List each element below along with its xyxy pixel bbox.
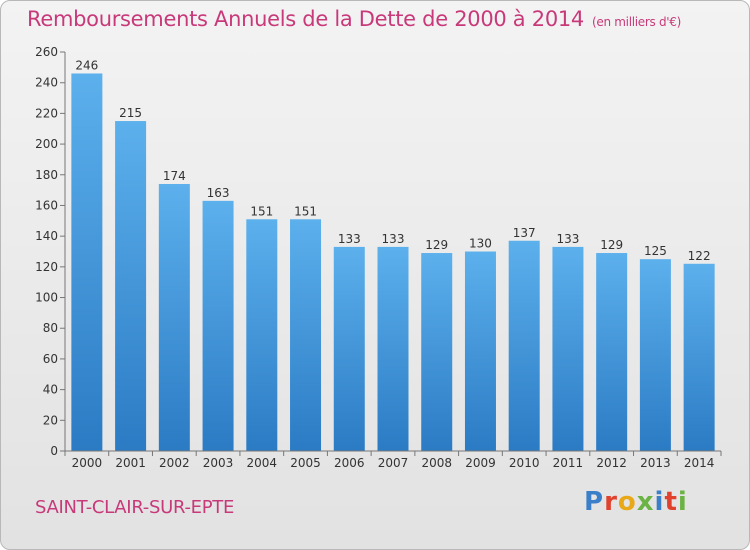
bar-2008	[421, 253, 453, 451]
bar-value-label: 246	[75, 58, 98, 72]
bars: 246 215 174 163 151 151 133 133 129 130 137 133 129 1…	[71, 58, 715, 452]
bar-value-label: 130	[469, 237, 492, 251]
x-tick-label: 2012	[596, 456, 627, 470]
bar-value-label: 133	[556, 232, 579, 246]
logo-letter: i	[677, 487, 688, 517]
chart-title: Remboursements Annuels de la Dette de 20…	[27, 7, 681, 31]
bar-value-label: 129	[600, 238, 623, 252]
y-tick-label: 140	[35, 229, 58, 243]
bar-2001	[115, 121, 147, 452]
x-tick-label: 2007	[378, 456, 409, 470]
bar-value-label: 129	[425, 238, 448, 252]
x-tick-label: 2013	[640, 456, 671, 470]
logo-letter: t	[664, 487, 678, 517]
bar-value-label: 125	[644, 244, 667, 258]
y-tick-label: 40	[43, 383, 58, 397]
logo-letter: x	[636, 487, 655, 517]
bar-2013	[639, 259, 671, 451]
bar-value-label: 215	[119, 106, 142, 120]
proxiti-logo: Proxiti	[584, 487, 688, 517]
bar-2002	[158, 183, 190, 451]
bar-2011	[552, 246, 584, 451]
y-tick-label: 260	[35, 45, 58, 59]
bar-value-label: 133	[382, 232, 405, 246]
bar-2003	[202, 200, 234, 451]
y-tick-label: 200	[35, 137, 58, 151]
bar-value-label: 122	[688, 249, 711, 263]
bar-value-label: 163	[207, 186, 230, 200]
logo-letter: P	[584, 487, 605, 517]
y-axis: 0 20 40 60 80 100 120 140 160 180 200 220 240 260	[35, 45, 66, 458]
x-tick-label: 2003	[203, 456, 234, 470]
x-tick-label: 2011	[553, 456, 584, 470]
bar-2014	[683, 263, 715, 451]
x-tick-label: 2005	[290, 456, 321, 470]
y-tick-label: 220	[35, 106, 58, 120]
y-tick-label: 100	[35, 291, 58, 305]
y-tick-label: 240	[35, 76, 58, 90]
bar-value-label: 137	[513, 226, 536, 240]
bar-2004	[246, 219, 278, 451]
y-tick-label: 160	[35, 198, 58, 212]
chart-subtitle: (en milliers d'€)	[592, 15, 682, 29]
x-tick-label: 2009	[465, 456, 496, 470]
x-tick-label: 2008	[421, 456, 452, 470]
x-tick-label: 2001	[115, 456, 146, 470]
y-tick-label: 0	[50, 444, 58, 458]
x-tick-label: 2006	[334, 456, 365, 470]
logo-letter: i	[654, 487, 665, 517]
bar-2012	[596, 253, 628, 451]
logo-letter: r	[604, 487, 618, 517]
x-tick-label: 2010	[509, 456, 540, 470]
y-tick-label: 80	[43, 321, 58, 335]
bar-2000	[71, 73, 103, 451]
chart-title-text: Remboursements Annuels de la Dette de 20…	[27, 7, 584, 31]
y-tick-label: 180	[35, 168, 58, 182]
x-tick-label: 2004	[247, 456, 278, 470]
bar-value-label: 151	[250, 204, 273, 218]
bar-value-label: 174	[163, 169, 186, 183]
bar-2009	[464, 251, 496, 451]
y-tick-label: 120	[35, 260, 58, 274]
commune-name: SAINT-CLAIR-SUR-EPTE	[35, 497, 235, 518]
x-tick-label: 2002	[159, 456, 190, 470]
bar-value-label: 133	[338, 232, 361, 246]
bar-2005	[290, 219, 322, 451]
bar-value-label: 151	[294, 204, 317, 218]
y-tick-label: 20	[43, 413, 58, 427]
bar-2006	[333, 246, 365, 451]
x-tick-label: 2014	[684, 456, 715, 470]
x-tick-label: 2000	[72, 456, 103, 470]
bar-2007	[377, 246, 409, 451]
bar-2010	[508, 240, 540, 451]
y-tick-label: 60	[43, 352, 58, 366]
logo-letter: o	[617, 487, 637, 517]
x-axis: 2000 2001 2002 2003 2004 2005 2006 2007 2008 2009…	[64, 450, 722, 470]
